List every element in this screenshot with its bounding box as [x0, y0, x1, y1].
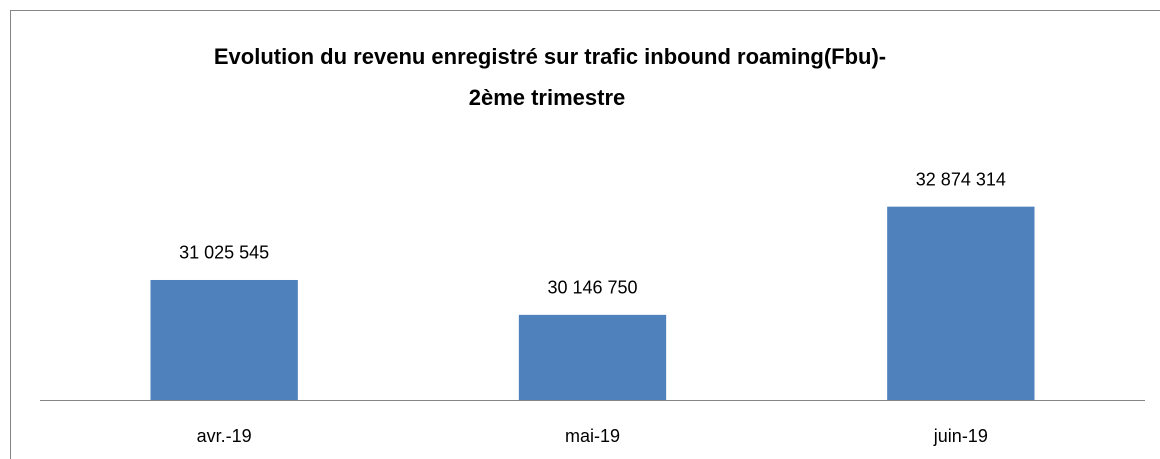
bar [887, 206, 1035, 400]
data-label: 32 874 314 [916, 169, 1006, 189]
x-tick-label: avr.-19 [197, 426, 252, 446]
x-tick-label: juin-19 [933, 426, 988, 446]
chart-title: Evolution du revenu enregistré sur trafi… [214, 44, 886, 69]
bar [518, 314, 667, 400]
x-tick-label: mai-19 [565, 426, 620, 446]
data-label: 31 025 545 [179, 243, 269, 263]
chart-title: 2ème trimestre [469, 85, 626, 110]
data-label: 30 146 750 [547, 278, 637, 298]
bar [150, 279, 298, 400]
